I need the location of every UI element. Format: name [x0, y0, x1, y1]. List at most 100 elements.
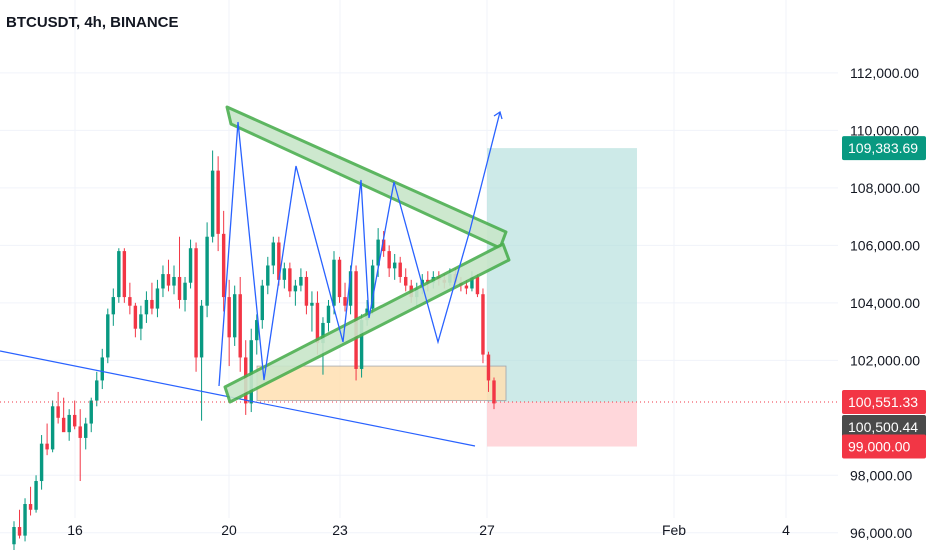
candle-body	[315, 302, 320, 344]
candle-body	[61, 417, 66, 433]
candle-body	[216, 170, 220, 234]
candle-body	[17, 527, 22, 536]
candle-body	[304, 276, 309, 306]
candle-body	[260, 285, 264, 321]
y-tick-label: 108,000.00	[850, 180, 920, 196]
close-price-tag: 100,500.44	[848, 419, 918, 435]
candle-body	[188, 248, 193, 283]
candle-body	[50, 406, 55, 450]
candle-body	[122, 251, 127, 298]
target-price-tag-bg	[842, 136, 926, 161]
candle-body	[133, 305, 138, 329]
target-price-tag: 109,383.69	[848, 140, 918, 156]
candle-body	[128, 297, 132, 306]
y-tick-label: 106,000.00	[850, 237, 920, 253]
candle-body	[172, 276, 176, 286]
candle-body	[238, 294, 242, 358]
stop-price-tag-bg	[842, 434, 926, 459]
candle-body	[266, 265, 270, 286]
candle-body	[34, 481, 38, 510]
candle-body	[387, 251, 391, 269]
candle-body	[348, 271, 353, 306]
candle-body	[255, 320, 259, 341]
candle-body	[321, 322, 325, 344]
zigzag-wave	[218, 111, 501, 387]
candle-body	[481, 294, 485, 355]
candle-body	[161, 274, 165, 289]
chart-title: BTCUSDT, 4h, BINANCE	[6, 14, 179, 31]
candle-body	[271, 242, 276, 266]
y-tick-label: 110,000.00	[850, 122, 919, 138]
candle-body	[288, 268, 292, 292]
candle-body	[343, 297, 347, 306]
candle-body	[210, 170, 215, 237]
candle-body	[332, 259, 336, 306]
candle-body	[398, 262, 402, 277]
stop-price-tag: 99,000.00	[848, 439, 910, 455]
candle-body	[194, 248, 198, 358]
y-tick-label: 104,000.00	[850, 295, 920, 311]
candle-body	[376, 239, 380, 266]
candle-body	[45, 443, 49, 450]
candle-body	[23, 504, 27, 536]
candle-body	[144, 299, 149, 315]
candle-body	[310, 302, 314, 306]
candle-body	[199, 305, 204, 358]
candle-body	[84, 423, 88, 438]
candle-body	[205, 236, 209, 306]
y-tick-label: 98,000.00	[850, 467, 912, 483]
candle-body	[67, 414, 71, 433]
support-zone	[256, 365, 507, 401]
triangle-upper-band	[225, 105, 508, 250]
candle-body	[404, 276, 408, 286]
triangle-lower-band	[223, 242, 511, 404]
current-price-tag: 100,551.33	[848, 394, 918, 410]
candle-body	[106, 314, 110, 358]
candle-body	[39, 443, 44, 482]
candle-body	[56, 406, 60, 418]
current-price-tag-bg	[842, 389, 926, 414]
candle-body	[100, 357, 104, 381]
candle-body	[227, 297, 231, 338]
candle-body	[221, 233, 226, 298]
x-tick-label: 20	[221, 522, 237, 538]
time-axis[interactable]: 16 20 23 27 Feb 4	[67, 522, 790, 538]
candle-body	[370, 265, 375, 309]
x-tick-label: 16	[67, 522, 83, 538]
candle-body	[12, 527, 16, 545]
candle-body	[326, 305, 331, 323]
candle-body	[293, 285, 298, 292]
chart-zones	[256, 148, 637, 447]
drawings	[0, 105, 838, 447]
target-zone	[487, 148, 637, 402]
candle-body	[337, 259, 342, 298]
candle-body	[486, 354, 491, 381]
y-tick-label: 112,000.00	[850, 65, 919, 81]
candle-body	[277, 242, 281, 280]
candle-body	[475, 276, 480, 295]
candle-body	[392, 262, 397, 269]
candle-body	[381, 239, 386, 252]
close-price-tag-bg	[842, 414, 926, 439]
x-tick-label: 27	[479, 522, 495, 538]
candle-body	[177, 276, 182, 300]
price-axis[interactable]: 112,000.00 110,000.00 108,000.00 106,000.00…	[850, 65, 920, 541]
candle-body	[166, 274, 171, 286]
candle-body	[299, 276, 303, 286]
candle-body	[359, 320, 364, 369]
price-tags: 109,383.69 100,551.33 100,500.44 99,000.00	[842, 136, 926, 459]
candle-body	[155, 288, 160, 309]
candle-body	[78, 426, 82, 438]
candle-body	[111, 297, 116, 315]
candle-body	[95, 380, 99, 401]
candle-body	[72, 414, 77, 427]
candle-body	[150, 299, 154, 309]
arrow-head	[493, 110, 503, 120]
x-tick-label: 23	[332, 522, 348, 538]
candle-body	[492, 380, 496, 404]
candle-body	[470, 276, 474, 289]
x-tick-label: Feb	[662, 522, 686, 538]
candle-body	[117, 251, 121, 298]
x-tick-label: 4	[782, 522, 790, 538]
